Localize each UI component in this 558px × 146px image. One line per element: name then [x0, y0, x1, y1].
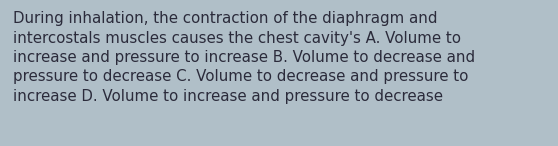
Text: During inhalation, the contraction of the diaphragm and: During inhalation, the contraction of th… [13, 11, 437, 26]
Text: intercostals muscles causes the chest cavity's A. Volume to: intercostals muscles causes the chest ca… [13, 31, 461, 46]
Text: pressure to decrease C. Volume to decrease and pressure to: pressure to decrease C. Volume to decrea… [13, 69, 468, 85]
Text: increase and pressure to increase B. Volume to decrease and: increase and pressure to increase B. Vol… [13, 50, 475, 65]
Text: increase D. Volume to increase and pressure to decrease: increase D. Volume to increase and press… [13, 89, 443, 104]
